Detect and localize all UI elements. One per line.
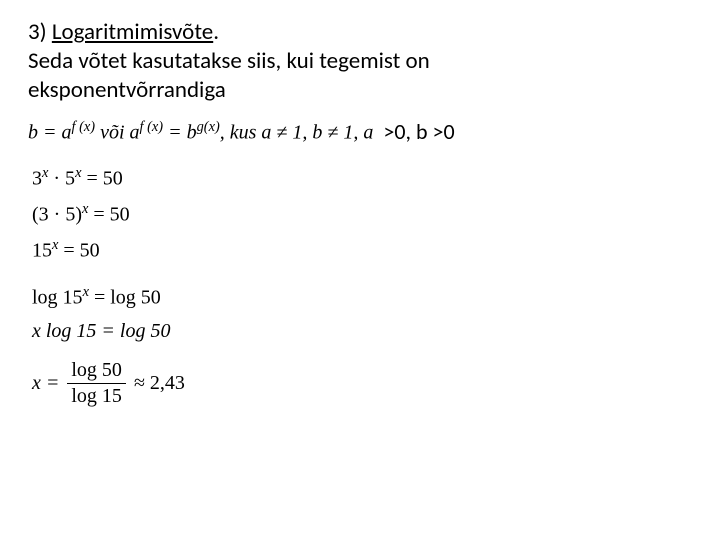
r6-fraction: log 50 log 15: [67, 359, 126, 408]
cond-exp2: f (x): [140, 119, 164, 135]
r4-eq: = log 50: [89, 287, 161, 309]
r6-approx: ≈ 2,43: [134, 372, 185, 395]
work-row-5: x log 15 = log 50: [32, 320, 692, 343]
work-row-2: (3 · 5)x = 50: [32, 201, 692, 227]
heading-desc-1: Seda võtet kasutatakse siis, kui tegemis…: [28, 47, 430, 75]
cond-exp1: f (x): [72, 119, 96, 135]
heading-period: .: [213, 18, 219, 46]
work-row-3: 15x = 50: [32, 237, 692, 263]
r3-eq: = 50: [58, 239, 99, 261]
cond-exp3: g(x): [197, 119, 220, 135]
r1-dot: · 5: [48, 168, 75, 190]
r6-den: log 15: [67, 383, 126, 408]
cond-eq: = b: [163, 122, 197, 144]
work-row-1: 3x · 5x = 50: [32, 165, 692, 191]
heading-block: 3) Logaritmimisvõte. Seda võtet kasutata…: [28, 18, 692, 104]
cond-voi: või: [95, 122, 129, 144]
slide-content: 3) Logaritmimisvõte. Seda võtet kasutata…: [0, 0, 720, 436]
work-row-6: x = log 50 log 15 ≈ 2,43: [32, 359, 692, 408]
r4-log: log 15: [32, 287, 83, 309]
r6-num: log 50: [67, 359, 126, 383]
r2-eq: = 50: [88, 204, 129, 226]
worked-example: 3x · 5x = 50 (3 · 5)x = 50 15x = 50 log …: [28, 165, 692, 408]
cond-b-eq-a: b = a: [28, 122, 72, 144]
cond-kus: , kus a ≠ 1, b ≠ 1, a: [220, 122, 374, 144]
cond-tail: >0, b >0: [383, 118, 454, 145]
cond-a2: a: [130, 122, 140, 144]
heading-title: Logaritmimisvõte: [52, 18, 213, 46]
r2-base: (3 · 5): [32, 204, 82, 226]
heading-desc-2: eksponentvõrrandiga: [28, 76, 226, 104]
r6-x: x =: [32, 372, 59, 395]
r1-base1: 3: [32, 168, 42, 190]
r3-base: 15: [32, 239, 52, 261]
r1-eq: = 50: [81, 168, 122, 190]
work-row-4: log 15x = log 50: [32, 284, 692, 310]
condition-formula: b = af (x) või af (x) = bg(x), kus a ≠ 1…: [28, 118, 692, 145]
heading-number: 3): [28, 18, 47, 46]
r5-text: x log 15 = log 50: [32, 320, 171, 342]
